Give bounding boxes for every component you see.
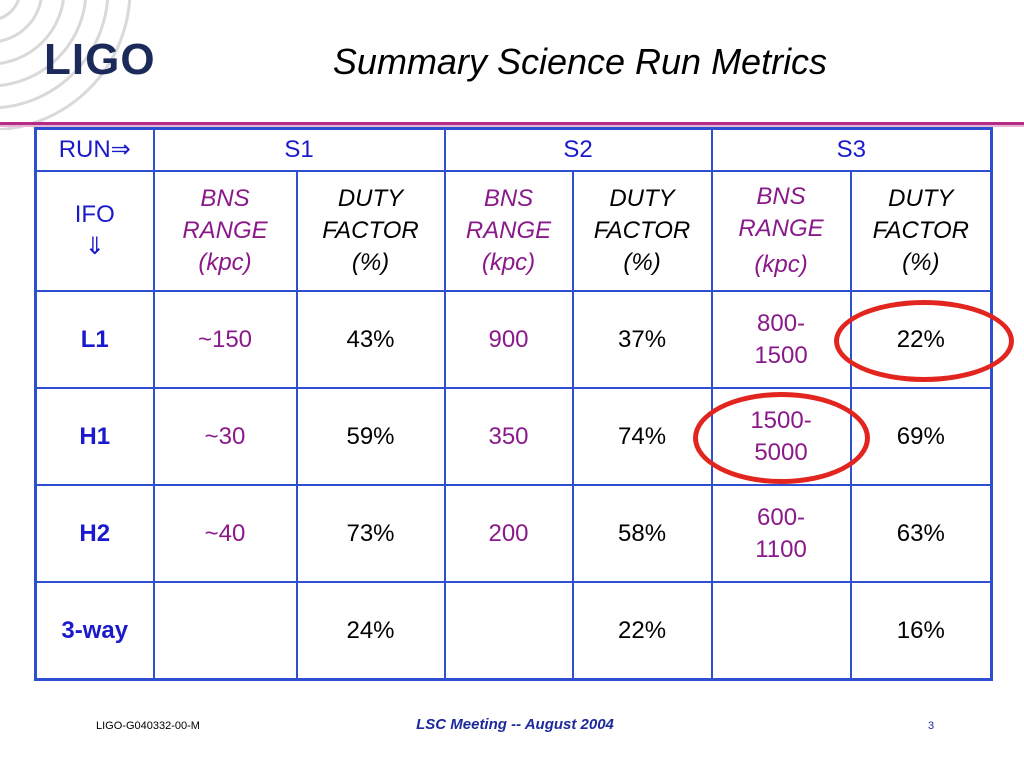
ifo-cell: H2 [34, 484, 155, 583]
page-number: 3 [928, 720, 935, 732]
factor-label: FACTOR [593, 217, 691, 244]
s1-duty-cell: 24% [295, 581, 446, 681]
s1-bns-range-header: BNS RANGE (kpc) [152, 170, 298, 292]
ifo-cell: L1 [34, 290, 155, 389]
run-s2-header: S2 [443, 127, 713, 172]
range-end: 1100 [755, 535, 807, 563]
s3-range-cell [710, 581, 852, 681]
s2-bns-range-header: BNS RANGE (kpc) [443, 170, 574, 292]
s3-range-cell: 1500- 5000 [710, 387, 852, 486]
s3-duty-factor-header: DUTY FACTOR (%) [849, 170, 993, 292]
duty-label: DUTY [337, 185, 404, 212]
s2-range-cell: 900 [443, 290, 574, 389]
kpc-unit-label: (kpc) [481, 249, 536, 276]
ifo-cell: 3-way [34, 581, 155, 681]
range-start: 800- [757, 309, 806, 337]
table-row-h2: H2 ~40 73% 200 58% 600- 1100 63% [34, 484, 993, 583]
ifo-header-cell: IFO ⇓ [34, 170, 155, 292]
s3-duty-cell: 63% [849, 484, 993, 583]
range-start: 1500- [750, 406, 812, 434]
duty-label: DUTY [609, 185, 675, 212]
range-label: RANGE [465, 217, 552, 244]
range-end: 1500 [754, 341, 808, 369]
s2-duty-cell: 37% [571, 290, 713, 389]
s1-range-cell [152, 581, 298, 681]
duty-label: DUTY [888, 185, 954, 212]
run-header-cell: RUN⇒ [34, 127, 155, 172]
bns-label: BNS [200, 185, 250, 212]
range-label: RANGE [738, 215, 824, 242]
title-divider [0, 122, 1024, 125]
run-s3-header: S3 [710, 127, 993, 172]
slide-title: Summary Science Run Metrics [332, 41, 828, 82]
ifo-cell: H1 [34, 387, 155, 486]
s2-duty-factor-header: DUTY FACTOR (%) [571, 170, 713, 292]
bns-label: BNS [483, 185, 534, 212]
s1-range-cell: ~30 [152, 387, 298, 486]
s3-duty-cell: 22% [849, 290, 993, 389]
s3-duty-cell: 69% [849, 387, 993, 486]
s2-range-cell: 200 [443, 484, 574, 583]
range-label: RANGE [182, 217, 268, 244]
table-row-l1: L1 ~150 43% 900 37% 800- 1500 22% [34, 290, 993, 389]
s1-duty-cell: 43% [295, 290, 446, 389]
s1-duty-cell: 59% [295, 387, 446, 486]
factor-label: FACTOR [322, 217, 419, 244]
table-row-3way: 3-way 24% 22% 16% [34, 581, 993, 681]
range-start: 600- [757, 503, 806, 531]
science-run-metrics-table: RUN⇒ S1 S2 S3 IFO ⇓ BNS RANGE (kpc) DUTY… [34, 127, 994, 681]
down-arrow-icon: ⇓ [84, 233, 105, 260]
ligo-logo: LIGO [44, 35, 156, 84]
percent-unit-label: (%) [902, 249, 940, 276]
s3-range-cell: 800- 1500 [710, 290, 852, 389]
s2-duty-cell: 22% [571, 581, 713, 681]
run-s1-header: S1 [152, 127, 446, 172]
s1-range-cell: ~150 [152, 290, 298, 389]
percent-unit-label: (%) [623, 249, 661, 276]
document-id: LIGO-G040332-00-M [96, 720, 200, 732]
s2-range-cell: 350 [443, 387, 574, 486]
s2-range-cell [443, 581, 574, 681]
kpc-unit-label: (kpc) [754, 251, 808, 278]
s1-duty-factor-header: DUTY FACTOR (%) [295, 170, 446, 292]
bns-label: BNS [756, 183, 806, 210]
table-header-row: RUN⇒ S1 S2 S3 [34, 127, 993, 172]
ifo-label: IFO [74, 201, 115, 228]
s1-range-cell: ~40 [152, 484, 298, 583]
s3-bns-range-header: BNS RANGE (kpc) [710, 170, 852, 292]
s2-duty-cell: 58% [571, 484, 713, 583]
s3-range-cell: 600- 1100 [710, 484, 852, 583]
factor-label: FACTOR [872, 217, 970, 244]
range-end: 5000 [754, 438, 808, 466]
s1-duty-cell: 73% [295, 484, 446, 583]
meeting-footer: LSC Meeting -- August 2004 [416, 716, 614, 733]
kpc-unit-label: (kpc) [198, 249, 252, 276]
table-subheader-row: IFO ⇓ BNS RANGE (kpc) DUTY FACTOR (%) BN… [34, 170, 993, 292]
table-row-h1: H1 ~30 59% 350 74% 1500- 5000 69% [34, 387, 993, 486]
s2-duty-cell: 74% [571, 387, 713, 486]
percent-unit-label: (%) [351, 249, 390, 276]
title-divider-shadow [0, 125, 1024, 127]
s3-duty-cell: 16% [849, 581, 993, 681]
